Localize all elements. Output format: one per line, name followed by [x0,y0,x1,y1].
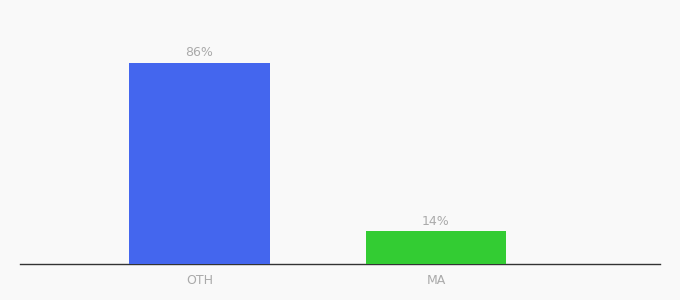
Text: 14%: 14% [422,215,449,228]
Text: 86%: 86% [186,46,214,59]
Bar [366,231,506,264]
Bar [129,63,270,264]
